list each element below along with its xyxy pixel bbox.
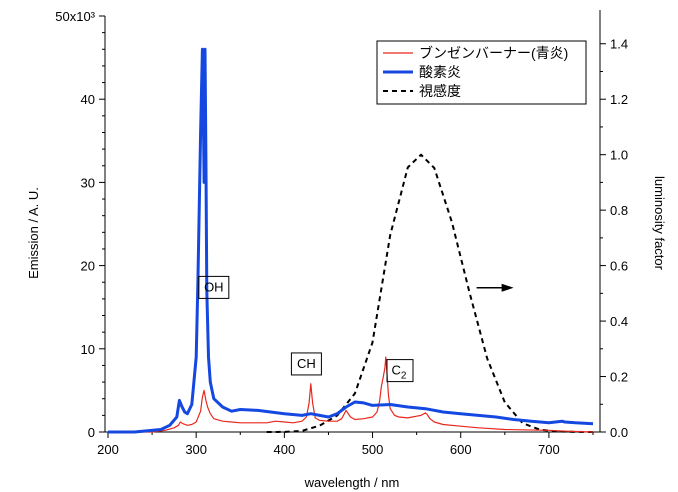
x-tick-label: 600 — [450, 442, 472, 457]
series-line-3 — [266, 153, 594, 433]
y-left-tick-label: 40 — [81, 92, 95, 107]
series-line-2 — [108, 47, 594, 434]
y-right-tick-label: 0.8 — [610, 203, 628, 218]
right-axis-arrow-head — [501, 283, 514, 292]
peak-label-3: C2 — [386, 359, 414, 383]
peak-label-box — [386, 359, 414, 383]
x-axis-title: wavelength / nm — [304, 475, 400, 490]
y-left-tick-label: 10 — [81, 342, 95, 357]
y-right-tick-label: 0.2 — [610, 370, 628, 385]
peak-label-box — [198, 275, 230, 299]
peak-label-text: CH — [297, 356, 316, 371]
y-left-tick-label: 50x10³ — [55, 9, 95, 24]
y-right-tick-label: 1.0 — [610, 148, 628, 163]
chart-annotations: OH CH C2 — [198, 275, 514, 383]
y-right-tick-label: 1.4 — [610, 37, 628, 52]
peak-label-2: CH — [290, 352, 322, 376]
y-left-tick-label: 0 — [88, 425, 95, 440]
peak-label-text: C2 — [392, 363, 407, 382]
y-axis-left-title: Emission / A. U. — [26, 187, 41, 279]
legend-label-1: ブンゼンバーナー(青炎) — [419, 45, 568, 61]
x-tick-label: 700 — [538, 442, 560, 457]
peak-label-text: OH — [204, 279, 224, 294]
y-right-tick-label: 0.4 — [610, 314, 628, 329]
x-tick-label: 300 — [185, 442, 207, 457]
legend-label-3: 視感度 — [419, 83, 461, 99]
series-line-1 — [108, 356, 594, 433]
chart-series — [108, 47, 594, 434]
peak-label-1: OH — [198, 275, 230, 299]
x-tick-label: 200 — [97, 442, 119, 457]
peak-label-box — [290, 352, 322, 376]
chart-axes: 200 300 400 500 600 700 0 10 20 30 40 50x10³ 0.0 0.2 0… — [55, 9, 628, 457]
y-right-tick-label: 0.0 — [610, 425, 628, 440]
y-right-tick-label: 1.2 — [610, 92, 628, 107]
y-left-tick-label: 30 — [81, 175, 95, 190]
y-right-tick-label: 0.6 — [610, 259, 628, 274]
peak-label-subscript: 2 — [401, 371, 407, 382]
y-axis-right-title: luminosity factor — [652, 176, 667, 271]
x-tick-label: 400 — [274, 442, 296, 457]
y-left-tick-label: 20 — [81, 259, 95, 274]
legend-label-2: 酸素炎 — [419, 64, 461, 80]
x-tick-label: 500 — [362, 442, 384, 457]
